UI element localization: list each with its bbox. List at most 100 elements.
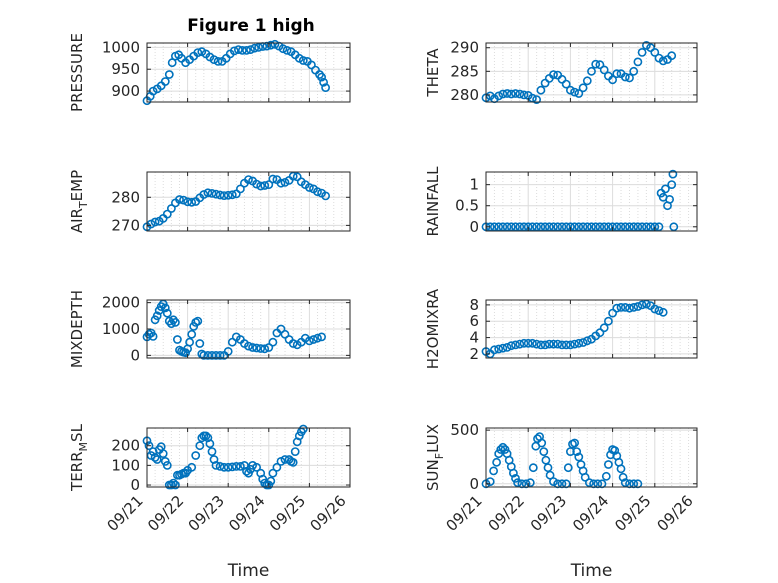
- data-point: [494, 449, 504, 459]
- data-point: [528, 222, 537, 232]
- data-point: [266, 476, 276, 486]
- data-point: [587, 66, 596, 76]
- data-point: [223, 462, 233, 472]
- data-point: [540, 222, 550, 232]
- data-point: [229, 46, 239, 56]
- data-point: [578, 83, 588, 93]
- y-axis-label: SUNFLUX: [424, 424, 446, 491]
- data-point: [209, 55, 219, 64]
- data-point: [215, 350, 225, 360]
- data-point: [219, 191, 229, 200]
- data-point: [616, 302, 626, 312]
- x-axis-label: Time: [570, 561, 613, 581]
- axes-box: [146, 42, 351, 103]
- data-point: [205, 439, 215, 449]
- y-tick-label: 1000: [102, 38, 140, 56]
- data-point: [254, 43, 263, 52]
- data-point: [612, 222, 622, 232]
- data-point: [207, 447, 217, 456]
- data-point: [582, 222, 592, 232]
- data-point: [211, 460, 221, 470]
- data-point: [183, 197, 192, 207]
- data-point: [574, 89, 584, 98]
- data-point: [311, 65, 320, 75]
- data-point: [637, 222, 647, 232]
- data-point: [175, 195, 184, 204]
- data-point: [566, 340, 575, 350]
- data-point: [541, 455, 551, 465]
- x-tick-label: 09/24: [569, 492, 612, 535]
- y-tick-label: 1: [469, 176, 479, 194]
- data-point: [549, 70, 558, 79]
- data-point: [185, 337, 194, 347]
- data-point: [280, 177, 290, 187]
- data-point: [282, 46, 292, 55]
- data-point: [570, 339, 579, 349]
- data-point: [179, 195, 188, 205]
- x-tick-label: 09/25: [611, 492, 654, 535]
- data-point: [160, 77, 170, 86]
- data-point: [629, 66, 639, 76]
- data-point: [561, 79, 571, 89]
- data-point: [515, 89, 525, 99]
- data-point: [268, 468, 278, 478]
- data-point: [540, 340, 550, 350]
- data-point: [532, 339, 541, 349]
- data-point: [502, 222, 512, 232]
- data-point: [187, 197, 197, 207]
- data-point: [144, 441, 154, 451]
- data-point: [215, 190, 225, 200]
- data-point: [485, 477, 495, 486]
- data-point: [162, 209, 172, 219]
- data-point: [536, 222, 546, 232]
- data-point: [549, 222, 558, 232]
- data-point: [519, 90, 529, 100]
- data-point: [620, 302, 630, 312]
- y-tick-label: 0: [469, 475, 479, 493]
- data-point: [667, 180, 677, 189]
- data-point: [256, 181, 266, 191]
- data-point: [604, 316, 613, 326]
- x-tick-label: 09/21: [103, 492, 146, 535]
- data-point: [563, 463, 573, 473]
- data-point: [642, 222, 651, 232]
- data-point: [519, 338, 529, 348]
- data-point: [223, 190, 233, 200]
- data-point: [489, 222, 499, 232]
- y-tick-label: 280: [111, 188, 140, 206]
- data-point: [235, 461, 245, 471]
- figure-title: Figure 1 high: [187, 16, 315, 36]
- data-point: [620, 222, 630, 232]
- data-point: [502, 342, 512, 352]
- data-point: [618, 472, 628, 482]
- y-tick-label: 280: [450, 86, 479, 104]
- y-tick-label: 100: [111, 456, 140, 474]
- data-point: [162, 460, 172, 470]
- data-point: [625, 222, 634, 232]
- x-tick-label: 09/22: [144, 492, 187, 535]
- data-point: [506, 222, 516, 232]
- data-point: [233, 45, 243, 54]
- y-tick-label: 0: [130, 346, 140, 364]
- data-point: [633, 222, 643, 232]
- data-point: [591, 222, 601, 232]
- data-point: [519, 222, 529, 232]
- data-point: [612, 303, 622, 313]
- data-point: [268, 337, 278, 347]
- data-point: [252, 179, 261, 189]
- data-point: [506, 89, 516, 99]
- data-point: [536, 85, 546, 95]
- data-point: [591, 59, 601, 69]
- data-point: [498, 442, 508, 452]
- data-point: [319, 77, 328, 87]
- data-point: [601, 471, 611, 481]
- data-point: [654, 222, 664, 232]
- data-point: [667, 51, 677, 61]
- x-tick-label: 09/24: [225, 492, 268, 535]
- data-point: [532, 222, 541, 232]
- data-point: [203, 350, 213, 360]
- y-axis-label: PRESSURE: [68, 33, 86, 112]
- data-point: [288, 171, 298, 181]
- y-tick-label: 950: [111, 60, 140, 78]
- data-point: [532, 95, 541, 104]
